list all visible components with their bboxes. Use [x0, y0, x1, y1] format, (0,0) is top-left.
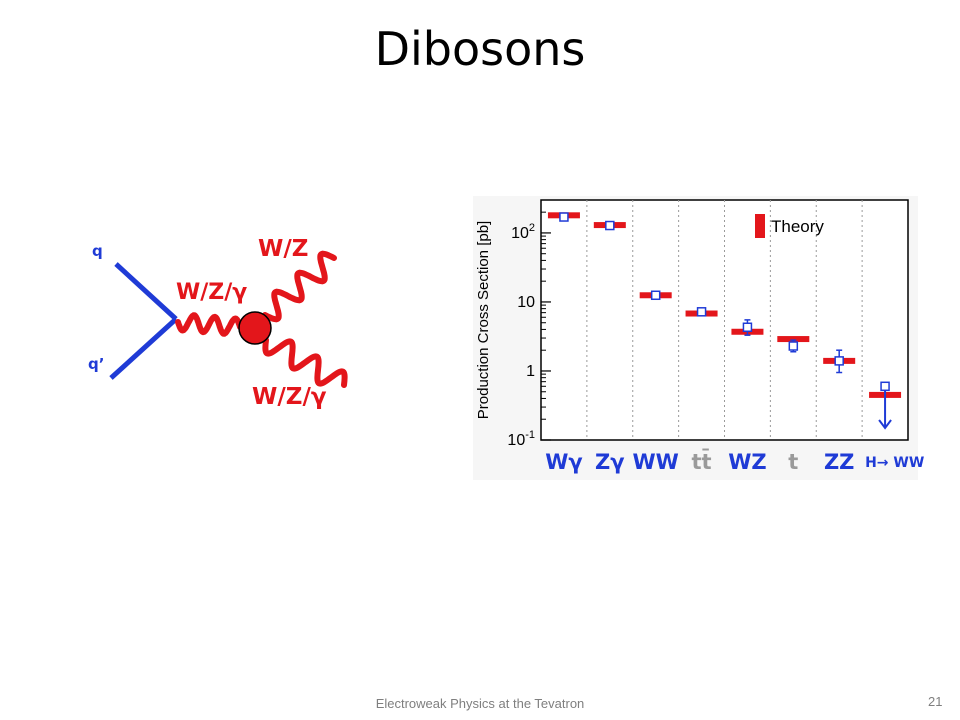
category-label: t [788, 450, 799, 474]
boson-label-out-bottom: W/Z/γ [252, 384, 327, 410]
measured-point [696, 307, 707, 317]
slide-footer: Electroweak Physics at the Tevatron [375, 696, 585, 711]
category-label: Wγ [545, 450, 583, 474]
slide-title: Dibosons [374, 22, 586, 76]
y-tick-label: 1 [526, 363, 535, 380]
theory-bar [777, 336, 810, 343]
quark-label-top: q [92, 242, 103, 260]
quark-line-top [114, 262, 178, 321]
measured-point [880, 381, 890, 392]
category-label: tt̄ [691, 450, 712, 474]
boson-label-internal: W/Z/γ [176, 280, 248, 305]
measured-point [742, 322, 753, 333]
boson-propagator [175, 312, 243, 337]
measured-point [834, 356, 844, 366]
measured-point [605, 220, 615, 231]
boson-label-out-top: W/Z [258, 236, 309, 262]
y-tick-label: 10 [517, 294, 535, 311]
measured-point [650, 290, 661, 301]
category-label: ZZ [823, 450, 855, 474]
measured-point [559, 212, 569, 222]
boson-out-top [262, 250, 337, 323]
quark-line-bottom [109, 317, 178, 380]
category-label: Zγ [595, 450, 625, 474]
y-axis-label: Production Cross Section [pb] [475, 221, 492, 419]
interaction-vertex [238, 311, 272, 345]
category-label: H→ WW [865, 455, 925, 471]
measured-point [788, 341, 799, 351]
page-number: 21 [928, 694, 943, 709]
legend-label: Theory [771, 217, 824, 236]
limit-arrow [878, 419, 892, 430]
category-label: WW [632, 450, 679, 474]
quark-label-bottom: q’ [88, 355, 105, 373]
boson-out-bottom [262, 337, 348, 388]
legend-swatch [755, 214, 765, 238]
category-label: WZ [728, 450, 767, 474]
